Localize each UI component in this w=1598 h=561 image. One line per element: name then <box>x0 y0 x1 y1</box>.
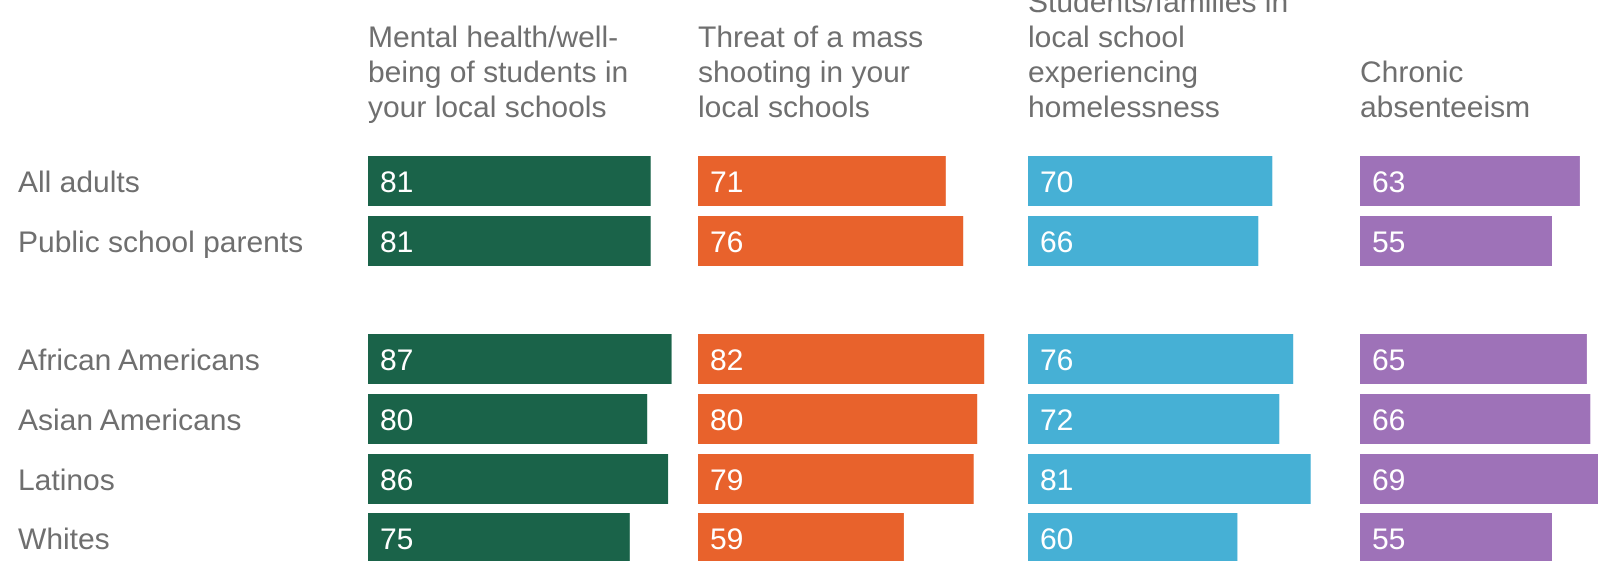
column-title-line: your local schools <box>368 91 606 124</box>
bar-value-label: 76 <box>710 226 743 259</box>
bar-value-label: 55 <box>1372 523 1405 556</box>
column-title-line: being of students in <box>368 56 628 89</box>
column-title: Mental health/well-being of students iny… <box>368 21 628 124</box>
bar <box>1028 156 1273 206</box>
bar <box>1360 394 1591 444</box>
bar <box>368 334 672 384</box>
bar-value-label: 63 <box>1372 166 1405 199</box>
bar <box>698 156 946 206</box>
bar-value-label: 59 <box>710 523 743 556</box>
bar <box>1028 216 1259 266</box>
row-label: Public school parents <box>18 226 303 259</box>
bar-value-label: 79 <box>710 464 743 497</box>
bar <box>698 216 964 266</box>
bar <box>698 513 904 561</box>
column-title-line: Threat of a mass <box>698 21 923 54</box>
column-title: Students/families in local schoolexperien… <box>1028 0 1288 124</box>
bar <box>368 513 630 561</box>
bar <box>698 454 974 504</box>
row-label: Whites <box>18 523 110 556</box>
row-label: Asian Americans <box>18 404 241 437</box>
bar-value-label: 80 <box>380 404 413 437</box>
column-title-line: absenteeism <box>1360 91 1530 124</box>
bar <box>698 334 985 384</box>
bar <box>698 394 978 444</box>
bar-value-label: 66 <box>1040 226 1073 259</box>
bar-value-label: 60 <box>1040 523 1073 556</box>
bar <box>368 454 669 504</box>
series-bars: 63 55 65 66 69 55 <box>1360 156 1598 561</box>
bar <box>1028 454 1311 504</box>
column-title-line: Students/families in <box>1028 0 1288 19</box>
bar <box>1360 454 1598 504</box>
series-bars: 81 81 87 80 86 75 <box>368 156 672 561</box>
column-title-line: experiencing <box>1028 56 1198 89</box>
bar <box>368 394 648 444</box>
bars: 81 81 87 80 86 75 71 76 82 80 79 59 70 66 76 72 81 60 63 55… <box>368 156 1598 561</box>
bar-value-label: 81 <box>380 226 413 259</box>
column-title-line: local school <box>1028 21 1185 54</box>
bar-value-label: 75 <box>380 523 413 556</box>
bar-value-label: 69 <box>1372 464 1405 497</box>
bar-value-label: 81 <box>1040 464 1073 497</box>
column-title-line: Mental health/well- <box>368 21 618 54</box>
bar-value-label: 86 <box>380 464 413 497</box>
bar-value-label: 87 <box>380 344 413 377</box>
bar-value-label: 55 <box>1372 226 1405 259</box>
row-label: African Americans <box>18 344 260 377</box>
row-label: Latinos <box>18 464 115 497</box>
bar <box>1360 513 1552 561</box>
bar-value-label: 66 <box>1372 404 1405 437</box>
bar <box>368 156 651 206</box>
bar <box>1028 513 1238 561</box>
bar-value-label: 72 <box>1040 404 1073 437</box>
bar-value-label: 65 <box>1372 344 1405 377</box>
column-title-line: shooting in your <box>698 56 910 89</box>
bar-value-label: 71 <box>710 166 743 199</box>
bar-value-label: 70 <box>1040 166 1073 199</box>
series-bars: 70 66 76 72 81 60 <box>1028 156 1311 561</box>
bar-value-label: 82 <box>710 344 743 377</box>
column-titles: Mental health/well-being of students iny… <box>368 0 1530 124</box>
bar <box>1028 394 1280 444</box>
bar <box>1028 334 1294 384</box>
bar <box>1360 334 1587 384</box>
bar-value-label: 81 <box>380 166 413 199</box>
bar <box>1360 216 1552 266</box>
row-label: All adults <box>18 166 140 199</box>
bar-value-label: 80 <box>710 404 743 437</box>
bar <box>368 216 651 266</box>
column-title-line: local schools <box>698 91 870 124</box>
bar-value-label: 76 <box>1040 344 1073 377</box>
bar <box>1360 156 1580 206</box>
column-title-line: Chronic <box>1360 56 1463 89</box>
row-labels: All adults Public school parents African A… <box>18 166 303 556</box>
series-bars: 71 76 82 80 79 59 <box>698 156 985 561</box>
column-title-line: homelessness <box>1028 91 1220 124</box>
